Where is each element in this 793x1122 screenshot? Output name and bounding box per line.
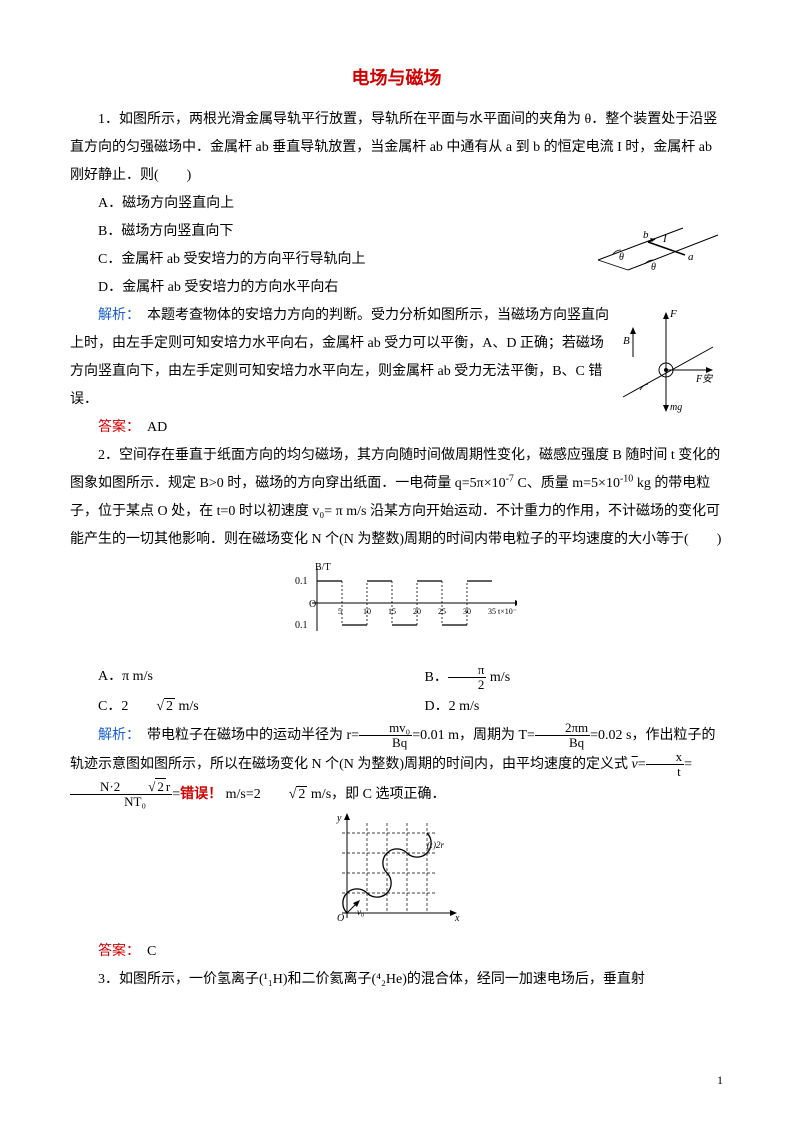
q1-figure-forces: F F安 mg B xyxy=(618,302,723,428)
q2-sup1: -7 xyxy=(506,473,514,484)
sqrt-body: 2 xyxy=(164,698,175,714)
q2-c-pre: C．2 xyxy=(98,699,128,714)
q1-answer-text: AD xyxy=(133,420,167,435)
q2-option-d: D．2 m/s xyxy=(397,693,724,721)
svg-text:O: O xyxy=(337,913,344,923)
n-frac: N·2√2rNT₀ xyxy=(70,780,172,810)
q2-option-b: B．π2 m/s xyxy=(397,663,724,693)
sqrt-icon: √2 xyxy=(261,781,308,809)
q2-trajectory-figure: y x O (:)2r v₀ xyxy=(70,813,723,934)
explanation-label: 解析： xyxy=(98,728,133,743)
svg-text:mg: mg xyxy=(670,402,682,413)
svg-text:15: 15 xyxy=(388,607,396,616)
svg-text:b: b xyxy=(643,229,649,241)
error-text: 错误！ xyxy=(180,787,222,802)
sqrt-icon: √2 xyxy=(120,780,166,794)
explanation-label: 解析： xyxy=(98,308,133,323)
svg-text:0.1: 0.1 xyxy=(295,576,308,587)
eq1: = xyxy=(638,757,646,772)
q2-answer: 答案： C xyxy=(70,938,723,966)
svg-text:B/T: B/T xyxy=(315,562,331,573)
frac-den: 2 xyxy=(448,678,487,692)
q2-b-frac: π2 xyxy=(448,663,487,693)
svg-text:θ: θ xyxy=(651,262,656,273)
q2-sup2: -10 xyxy=(620,473,633,484)
q2-b-post: m/s xyxy=(486,670,510,685)
q2-stem-part1: 2．空间存在垂直于纸面方向的均匀磁场，其方向随时间做周期性变化，磁感应强度 B … xyxy=(70,448,720,491)
svg-text:30: 30 xyxy=(463,607,471,616)
frac-den: t xyxy=(646,765,685,779)
r-frac: mv₀Bq xyxy=(359,721,412,751)
sqrt-icon: √2 xyxy=(128,693,175,721)
q2-expl-6: m/s=2 xyxy=(222,787,261,802)
q2-option-a: A．π m/s xyxy=(70,663,397,693)
svg-text:(:)2r: (:)2r xyxy=(427,840,444,850)
n-num-pre: N·2 xyxy=(100,779,120,794)
svg-text:35: 35 xyxy=(488,607,496,616)
frac-num: 2πm xyxy=(535,721,590,736)
q2-chart: 0.10.1OB/T5101520253035t×10⁻³s xyxy=(70,558,723,659)
q1-figure-rails: b I a θ θ xyxy=(593,190,723,286)
svg-text:20: 20 xyxy=(413,607,421,616)
svg-text:a: a xyxy=(688,251,694,263)
frac-den: Bq xyxy=(359,736,412,750)
x-frac: xt xyxy=(646,750,685,780)
t-frac: 2πmBq xyxy=(535,721,590,751)
q2-expl-2: =0.01 m，周期为 T= xyxy=(412,728,535,743)
q2-expl-5: = xyxy=(172,787,180,802)
q2-option-c: C．2√2 m/s xyxy=(70,693,397,721)
svg-text:x: x xyxy=(454,913,460,923)
q2-options-row1: A．π m/s B．π2 m/s xyxy=(70,663,723,693)
frac-num: mv₀ xyxy=(359,721,412,736)
svg-text:0.1: 0.1 xyxy=(295,620,308,631)
svg-text:O: O xyxy=(309,599,316,610)
svg-text:F安: F安 xyxy=(695,373,713,385)
q2-expl-4: = xyxy=(684,757,692,772)
page-title: 电场与磁场 xyxy=(70,60,723,96)
svg-text:t×10⁻³s: t×10⁻³s xyxy=(498,607,517,616)
sqrt-body: 2 xyxy=(155,778,166,794)
q2-answer-text: C xyxy=(133,944,156,959)
answer-label: 答案： xyxy=(98,420,133,435)
q2-expl-1: 带电粒子在磁场中的运动半径为 r= xyxy=(133,728,359,743)
frac-num: N·2√2r xyxy=(70,780,172,795)
sqrt-body: 2 xyxy=(296,786,307,802)
frac-num: π xyxy=(448,663,487,678)
q2-b-pre: B． xyxy=(425,670,448,685)
q3-stem: 3．如图所示，一价氢离子(¹₁H)和二价氦离子(⁴₂He)的混合体，经同一加速电… xyxy=(70,966,723,994)
svg-text:v₀: v₀ xyxy=(357,907,364,917)
frac-num: x xyxy=(646,750,685,765)
svg-text:25: 25 xyxy=(438,607,446,616)
q2-stem-part2: C、质量 m=5×10 xyxy=(514,476,620,491)
q2-c-post: m/s xyxy=(175,699,199,714)
svg-text:F: F xyxy=(669,308,677,320)
q2-expl-7: m/s，即 C 选项正确． xyxy=(307,787,445,802)
answer-label: 答案： xyxy=(98,944,133,959)
frac-den: Bq xyxy=(535,736,590,750)
page-number: 1 xyxy=(717,1068,723,1092)
svg-text:10: 10 xyxy=(363,607,371,616)
svg-text:y: y xyxy=(336,813,342,824)
svg-text:θ: θ xyxy=(619,252,624,263)
svg-text:B: B xyxy=(623,335,630,347)
q2-explanation: 解析： 带电粒子在磁场中的运动半径为 r=mv₀Bq=0.01 m，周期为 T=… xyxy=(70,721,723,810)
q1-explanation-text: 本题考查物体的安培力方向的判断。受力分析如图所示，当磁场方向竖直向上时，由左手定… xyxy=(70,308,609,407)
q2-options-row2: C．2√2 m/s D．2 m/s xyxy=(70,693,723,721)
svg-text:I: I xyxy=(662,233,668,245)
frac-den: NT₀ xyxy=(70,795,172,809)
q1-stem: 1．如图所示，两根光滑金属导轨平行放置，导轨所在平面与水平面间的夹角为 θ．整个… xyxy=(70,106,723,190)
n-num-post: r xyxy=(166,779,170,794)
q2-stem: 2．空间存在垂直于纸面方向的均匀磁场，其方向随时间做周期性变化，磁感应强度 B … xyxy=(70,442,723,554)
svg-text:5: 5 xyxy=(338,607,342,616)
